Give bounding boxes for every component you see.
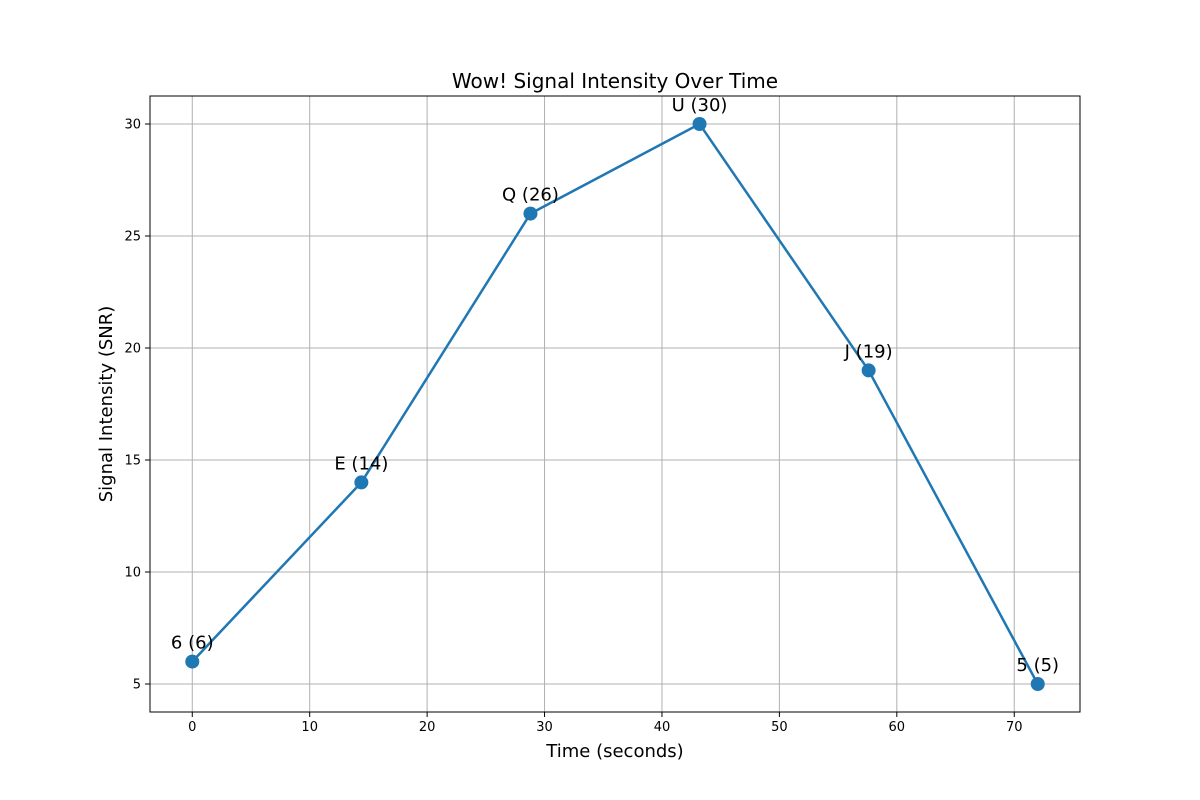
y-tick-label: 25 <box>124 230 141 245</box>
chart-title: Wow! Signal Intensity Over Time <box>452 69 778 93</box>
data-point <box>861 363 876 378</box>
x-tick-label: 10 <box>301 720 318 735</box>
y-tick-label: 10 <box>124 566 141 581</box>
x-axis-label: Time (seconds) <box>545 741 683 762</box>
x-tick-label: 70 <box>1006 720 1023 735</box>
data-label: Q (26) <box>502 185 559 206</box>
data-point <box>185 654 200 669</box>
y-tick-label: 20 <box>124 342 141 357</box>
plot-frame <box>149 95 1081 713</box>
data-label: U (30) <box>672 95 728 116</box>
data-point <box>523 206 538 221</box>
axis-ticks: 0 10 20 30 40 50 60 70 5 10 15 20 25 30 <box>124 118 1022 736</box>
y-tick-label: 5 <box>133 678 141 693</box>
data-label: E (14) <box>334 453 388 474</box>
x-tick-label: 60 <box>889 720 906 735</box>
grid <box>150 96 1080 712</box>
data-label: 5 (5) <box>1016 655 1059 676</box>
series-signal-intensity <box>185 117 1045 691</box>
y-axis-label: Signal Intensity (SNR) <box>96 306 117 503</box>
y-tick-label: 15 <box>124 454 141 469</box>
data-point <box>354 475 369 490</box>
data-label: 6 (6) <box>171 633 214 654</box>
point-labels: 6 (6) E (14) Q (26) U (30) J (19) 5 (5) <box>171 95 1059 676</box>
data-point <box>692 117 707 131</box>
y-tick-label: 30 <box>124 118 141 133</box>
x-tick-label: 20 <box>419 720 436 735</box>
x-tick-label: 50 <box>771 720 788 735</box>
x-tick-label: 30 <box>536 720 553 735</box>
data-label: J (19) <box>844 341 893 362</box>
data-point <box>1030 677 1045 691</box>
series-line <box>191 122 1039 685</box>
x-tick-label: 0 <box>188 720 196 735</box>
x-tick-label: 40 <box>654 720 671 735</box>
